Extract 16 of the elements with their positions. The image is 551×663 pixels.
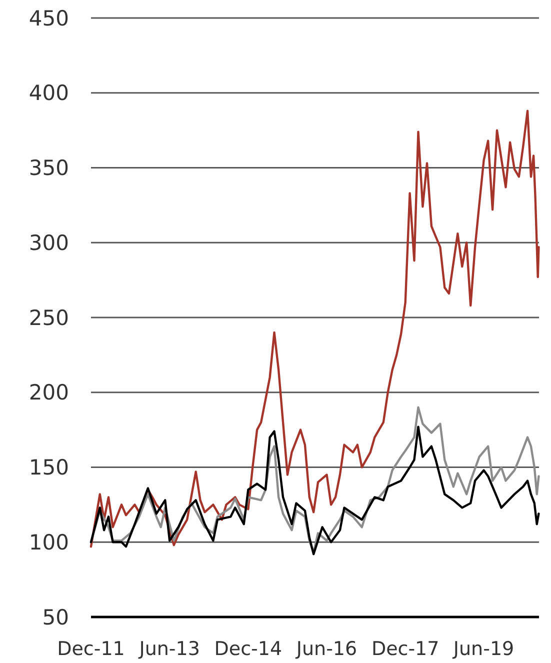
x-tick-label: Dec-17 — [371, 638, 440, 660]
y-tick-label: 50 — [42, 605, 69, 630]
x-tick-label: Jun-16 — [295, 638, 358, 660]
y-tick-label: 400 — [28, 81, 69, 106]
x-tick-label: Dec-11 — [57, 638, 125, 660]
line-series — [90, 110, 540, 548]
y-tick-label: 200 — [28, 380, 69, 405]
y-tick-label: 250 — [28, 306, 69, 330]
x-tick-label: Jun-19 — [452, 638, 514, 660]
y-tick-label: 300 — [28, 230, 69, 255]
y-tick-label: 100 — [28, 530, 69, 554]
x-tick-label: Jun-13 — [138, 638, 200, 660]
y-tick-label: 150 — [28, 456, 69, 480]
y-tick-label: 450 — [28, 6, 69, 30]
y-tick-label: 350 — [28, 156, 69, 180]
x-tick-label: Dec-14 — [214, 638, 282, 660]
